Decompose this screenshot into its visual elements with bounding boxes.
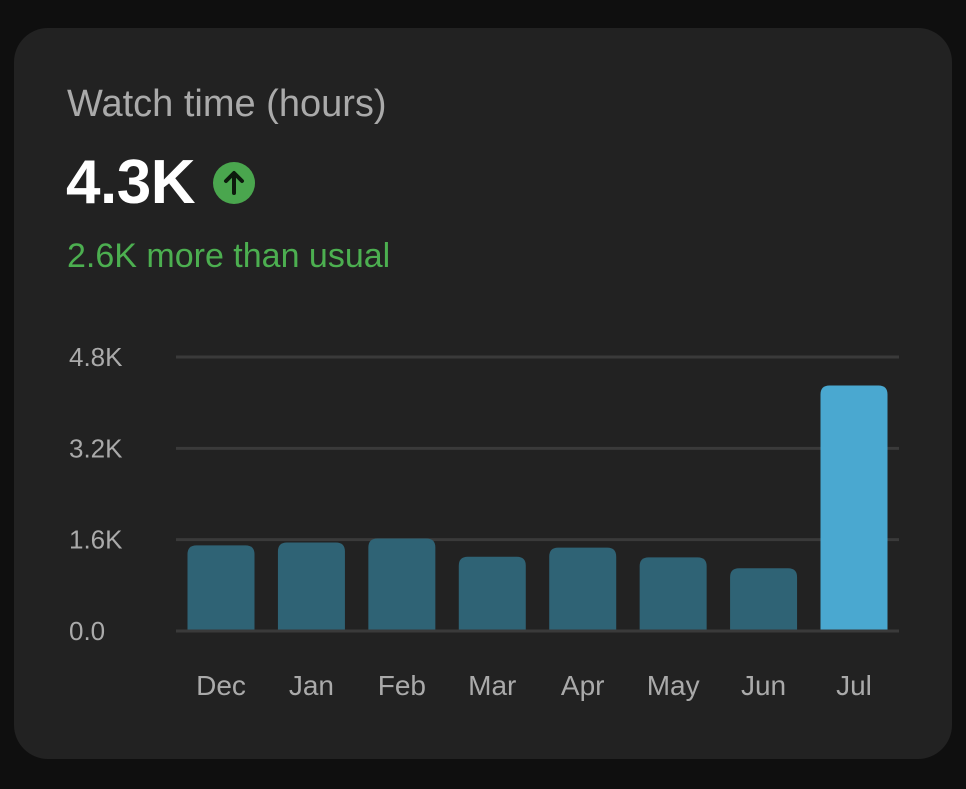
x-tick-label: Jul (836, 670, 872, 701)
y-tick-label: 3.2K (69, 433, 123, 463)
metric-row: 4.3K (66, 148, 255, 218)
bar-feb[interactable] (368, 538, 436, 631)
x-tick-label: Jun (741, 670, 786, 701)
bar-apr[interactable] (549, 547, 617, 631)
x-tick-label: Feb (378, 670, 426, 701)
comparison-text: 2.6K more than usual (67, 237, 391, 275)
x-tick-label: Dec (196, 670, 246, 701)
bar-mar[interactable] (458, 556, 526, 631)
card-title: Watch time (hours) (67, 83, 387, 125)
watch-time-card (14, 28, 952, 759)
y-tick-label: 0.0 (69, 616, 105, 646)
metric-value: 4.3K (66, 148, 195, 217)
y-tick-label: 4.8K (69, 342, 123, 372)
bar-jul[interactable] (820, 385, 888, 631)
bar-jan[interactable] (277, 542, 345, 631)
x-tick-label: May (647, 670, 700, 701)
bar-may[interactable] (639, 557, 707, 631)
bar-dec[interactable] (187, 545, 255, 631)
x-tick-label: Apr (561, 670, 605, 701)
y-tick-label: 1.6K (69, 525, 123, 555)
x-tick-label: Mar (468, 670, 516, 701)
bar-jun[interactable] (730, 568, 798, 631)
x-tick-label: Jan (289, 670, 334, 701)
arrow-up-icon (212, 162, 255, 204)
